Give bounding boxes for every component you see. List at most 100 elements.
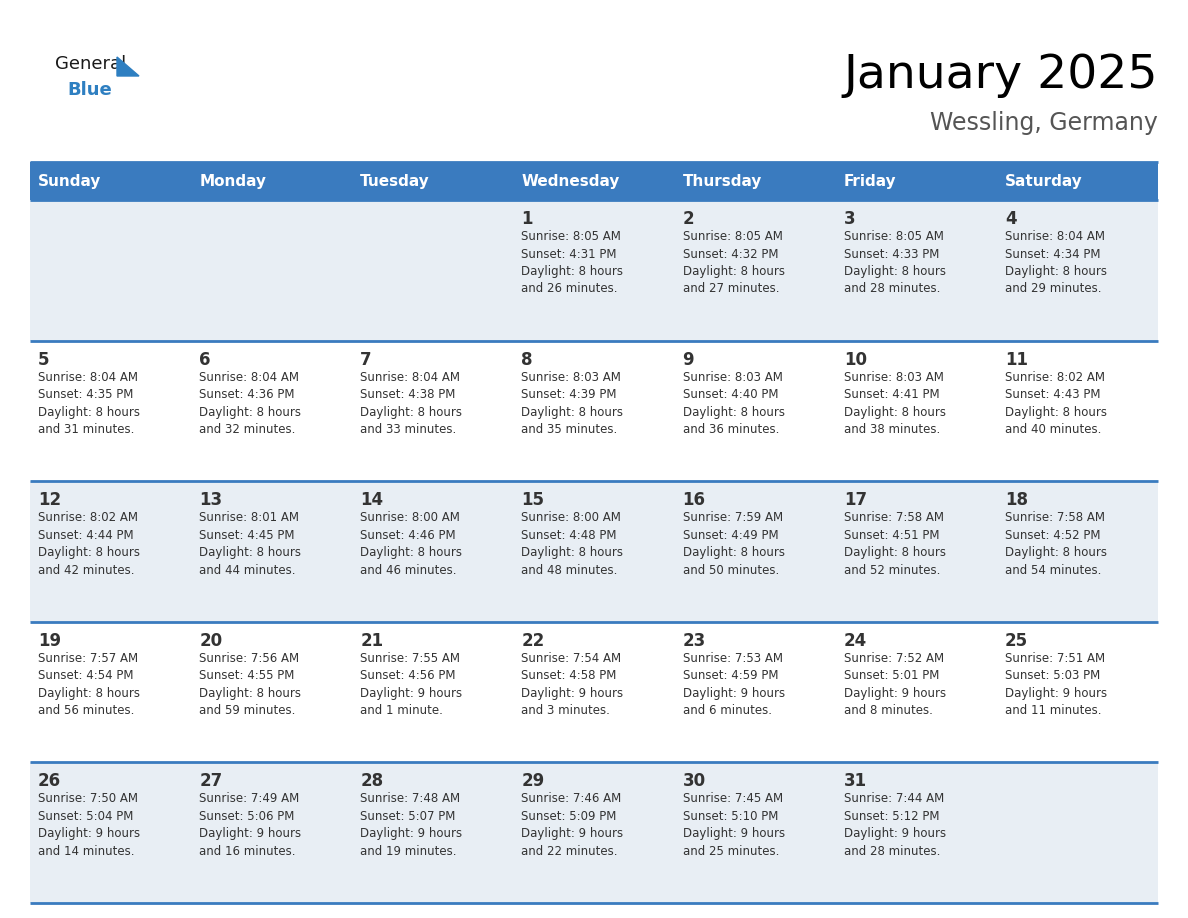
Text: January 2025: January 2025 bbox=[843, 52, 1158, 97]
Bar bbox=[675, 481, 835, 621]
Text: 30: 30 bbox=[683, 772, 706, 790]
Text: Wessling, Germany: Wessling, Germany bbox=[930, 111, 1158, 135]
Text: Sunrise: 8:04 AM
Sunset: 4:34 PM
Daylight: 8 hours
and 29 minutes.: Sunrise: 8:04 AM Sunset: 4:34 PM Dayligh… bbox=[1005, 230, 1107, 296]
Bar bbox=[353, 341, 513, 481]
Bar bbox=[997, 763, 1158, 903]
Bar bbox=[513, 200, 675, 341]
Text: 23: 23 bbox=[683, 632, 706, 650]
Text: 26: 26 bbox=[38, 772, 61, 790]
Bar bbox=[30, 481, 191, 621]
Bar bbox=[675, 200, 835, 341]
Text: Sunrise: 7:54 AM
Sunset: 4:58 PM
Daylight: 9 hours
and 3 minutes.: Sunrise: 7:54 AM Sunset: 4:58 PM Dayligh… bbox=[522, 652, 624, 717]
Text: 5: 5 bbox=[38, 351, 50, 369]
Text: Sunrise: 8:00 AM
Sunset: 4:46 PM
Daylight: 8 hours
and 46 minutes.: Sunrise: 8:00 AM Sunset: 4:46 PM Dayligh… bbox=[360, 511, 462, 577]
Text: 16: 16 bbox=[683, 491, 706, 509]
Text: Sunrise: 7:50 AM
Sunset: 5:04 PM
Daylight: 9 hours
and 14 minutes.: Sunrise: 7:50 AM Sunset: 5:04 PM Dayligh… bbox=[38, 792, 140, 858]
Bar bbox=[997, 621, 1158, 763]
Bar bbox=[675, 763, 835, 903]
Text: 13: 13 bbox=[200, 491, 222, 509]
Text: Tuesday: Tuesday bbox=[360, 174, 430, 188]
Text: Sunrise: 7:46 AM
Sunset: 5:09 PM
Daylight: 9 hours
and 22 minutes.: Sunrise: 7:46 AM Sunset: 5:09 PM Dayligh… bbox=[522, 792, 624, 858]
Text: Sunrise: 7:57 AM
Sunset: 4:54 PM
Daylight: 8 hours
and 56 minutes.: Sunrise: 7:57 AM Sunset: 4:54 PM Dayligh… bbox=[38, 652, 140, 717]
Text: Sunrise: 7:58 AM
Sunset: 4:51 PM
Daylight: 8 hours
and 52 minutes.: Sunrise: 7:58 AM Sunset: 4:51 PM Dayligh… bbox=[843, 511, 946, 577]
Text: Sunrise: 8:05 AM
Sunset: 4:33 PM
Daylight: 8 hours
and 28 minutes.: Sunrise: 8:05 AM Sunset: 4:33 PM Dayligh… bbox=[843, 230, 946, 296]
Text: 29: 29 bbox=[522, 772, 544, 790]
Bar bbox=[513, 763, 675, 903]
Text: 18: 18 bbox=[1005, 491, 1028, 509]
Bar bbox=[513, 162, 675, 200]
Text: 17: 17 bbox=[843, 491, 867, 509]
Text: Sunrise: 7:56 AM
Sunset: 4:55 PM
Daylight: 8 hours
and 59 minutes.: Sunrise: 7:56 AM Sunset: 4:55 PM Dayligh… bbox=[200, 652, 301, 717]
Text: 31: 31 bbox=[843, 772, 867, 790]
Text: 6: 6 bbox=[200, 351, 210, 369]
Text: Sunrise: 8:02 AM
Sunset: 4:43 PM
Daylight: 8 hours
and 40 minutes.: Sunrise: 8:02 AM Sunset: 4:43 PM Dayligh… bbox=[1005, 371, 1107, 436]
Bar bbox=[191, 200, 353, 341]
Text: 15: 15 bbox=[522, 491, 544, 509]
Text: Sunrise: 7:58 AM
Sunset: 4:52 PM
Daylight: 8 hours
and 54 minutes.: Sunrise: 7:58 AM Sunset: 4:52 PM Dayligh… bbox=[1005, 511, 1107, 577]
Text: Sunrise: 7:44 AM
Sunset: 5:12 PM
Daylight: 9 hours
and 28 minutes.: Sunrise: 7:44 AM Sunset: 5:12 PM Dayligh… bbox=[843, 792, 946, 858]
Text: 7: 7 bbox=[360, 351, 372, 369]
Bar bbox=[191, 481, 353, 621]
Bar bbox=[513, 481, 675, 621]
Text: Sunday: Sunday bbox=[38, 174, 101, 188]
Text: 20: 20 bbox=[200, 632, 222, 650]
Text: Sunrise: 7:53 AM
Sunset: 4:59 PM
Daylight: 9 hours
and 6 minutes.: Sunrise: 7:53 AM Sunset: 4:59 PM Dayligh… bbox=[683, 652, 785, 717]
Bar bbox=[353, 481, 513, 621]
Bar bbox=[997, 162, 1158, 200]
Bar bbox=[30, 162, 191, 200]
Text: 12: 12 bbox=[38, 491, 61, 509]
Text: 27: 27 bbox=[200, 772, 222, 790]
Text: Thursday: Thursday bbox=[683, 174, 762, 188]
Text: Wednesday: Wednesday bbox=[522, 174, 620, 188]
Text: 2: 2 bbox=[683, 210, 694, 228]
Text: 3: 3 bbox=[843, 210, 855, 228]
Bar bbox=[353, 162, 513, 200]
Text: 10: 10 bbox=[843, 351, 867, 369]
Text: Sunrise: 7:55 AM
Sunset: 4:56 PM
Daylight: 9 hours
and 1 minute.: Sunrise: 7:55 AM Sunset: 4:56 PM Dayligh… bbox=[360, 652, 462, 717]
Text: Saturday: Saturday bbox=[1005, 174, 1082, 188]
Bar bbox=[835, 200, 997, 341]
Bar bbox=[835, 763, 997, 903]
Bar bbox=[997, 481, 1158, 621]
Bar bbox=[191, 341, 353, 481]
Text: 14: 14 bbox=[360, 491, 384, 509]
Text: Blue: Blue bbox=[67, 81, 112, 99]
Text: 21: 21 bbox=[360, 632, 384, 650]
Bar bbox=[191, 763, 353, 903]
Bar bbox=[675, 341, 835, 481]
Bar bbox=[513, 621, 675, 763]
Polygon shape bbox=[116, 57, 139, 76]
Bar bbox=[835, 621, 997, 763]
Bar bbox=[191, 621, 353, 763]
Text: 19: 19 bbox=[38, 632, 61, 650]
Text: Monday: Monday bbox=[200, 174, 266, 188]
Text: Sunrise: 7:45 AM
Sunset: 5:10 PM
Daylight: 9 hours
and 25 minutes.: Sunrise: 7:45 AM Sunset: 5:10 PM Dayligh… bbox=[683, 792, 785, 858]
Text: Sunrise: 8:02 AM
Sunset: 4:44 PM
Daylight: 8 hours
and 42 minutes.: Sunrise: 8:02 AM Sunset: 4:44 PM Dayligh… bbox=[38, 511, 140, 577]
Text: Sunrise: 8:03 AM
Sunset: 4:41 PM
Daylight: 8 hours
and 38 minutes.: Sunrise: 8:03 AM Sunset: 4:41 PM Dayligh… bbox=[843, 371, 946, 436]
Text: Sunrise: 8:05 AM
Sunset: 4:32 PM
Daylight: 8 hours
and 27 minutes.: Sunrise: 8:05 AM Sunset: 4:32 PM Dayligh… bbox=[683, 230, 784, 296]
Bar bbox=[30, 621, 191, 763]
Bar bbox=[353, 200, 513, 341]
Text: Sunrise: 8:04 AM
Sunset: 4:38 PM
Daylight: 8 hours
and 33 minutes.: Sunrise: 8:04 AM Sunset: 4:38 PM Dayligh… bbox=[360, 371, 462, 436]
Text: Sunrise: 8:05 AM
Sunset: 4:31 PM
Daylight: 8 hours
and 26 minutes.: Sunrise: 8:05 AM Sunset: 4:31 PM Dayligh… bbox=[522, 230, 624, 296]
Bar bbox=[997, 341, 1158, 481]
Bar bbox=[353, 763, 513, 903]
Text: Sunrise: 7:51 AM
Sunset: 5:03 PM
Daylight: 9 hours
and 11 minutes.: Sunrise: 7:51 AM Sunset: 5:03 PM Dayligh… bbox=[1005, 652, 1107, 717]
Text: Sunrise: 8:01 AM
Sunset: 4:45 PM
Daylight: 8 hours
and 44 minutes.: Sunrise: 8:01 AM Sunset: 4:45 PM Dayligh… bbox=[200, 511, 301, 577]
Bar bbox=[30, 341, 191, 481]
Bar bbox=[675, 162, 835, 200]
Text: Sunrise: 8:04 AM
Sunset: 4:35 PM
Daylight: 8 hours
and 31 minutes.: Sunrise: 8:04 AM Sunset: 4:35 PM Dayligh… bbox=[38, 371, 140, 436]
Bar bbox=[191, 162, 353, 200]
Text: 8: 8 bbox=[522, 351, 533, 369]
Text: Friday: Friday bbox=[843, 174, 896, 188]
Text: Sunrise: 7:59 AM
Sunset: 4:49 PM
Daylight: 8 hours
and 50 minutes.: Sunrise: 7:59 AM Sunset: 4:49 PM Dayligh… bbox=[683, 511, 784, 577]
Text: Sunrise: 7:49 AM
Sunset: 5:06 PM
Daylight: 9 hours
and 16 minutes.: Sunrise: 7:49 AM Sunset: 5:06 PM Dayligh… bbox=[200, 792, 302, 858]
Bar bbox=[353, 621, 513, 763]
Text: 28: 28 bbox=[360, 772, 384, 790]
Text: Sunrise: 8:04 AM
Sunset: 4:36 PM
Daylight: 8 hours
and 32 minutes.: Sunrise: 8:04 AM Sunset: 4:36 PM Dayligh… bbox=[200, 371, 301, 436]
Text: Sunrise: 7:52 AM
Sunset: 5:01 PM
Daylight: 9 hours
and 8 minutes.: Sunrise: 7:52 AM Sunset: 5:01 PM Dayligh… bbox=[843, 652, 946, 717]
Text: Sunrise: 8:00 AM
Sunset: 4:48 PM
Daylight: 8 hours
and 48 minutes.: Sunrise: 8:00 AM Sunset: 4:48 PM Dayligh… bbox=[522, 511, 624, 577]
Text: 25: 25 bbox=[1005, 632, 1028, 650]
Bar bbox=[30, 200, 191, 341]
Text: 22: 22 bbox=[522, 632, 544, 650]
